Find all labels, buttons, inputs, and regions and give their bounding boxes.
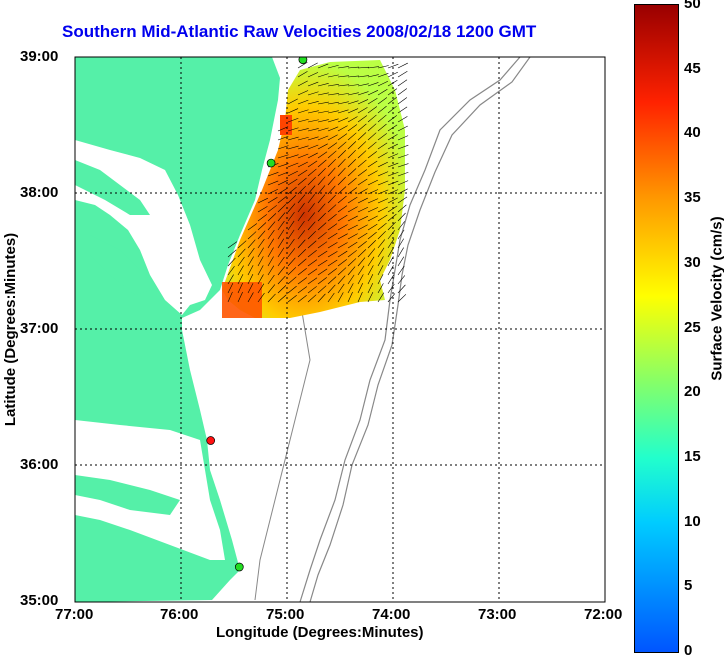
map-title: Southern Mid-Atlantic Raw Velocities 200… xyxy=(62,22,537,41)
x-tick-72: 72:00 xyxy=(584,606,623,623)
colorbar-label: Surface Velocity (cm/s) xyxy=(708,216,724,381)
colorbar-tick: 10 xyxy=(684,512,701,530)
colorbar-tick: 45 xyxy=(684,59,701,77)
y-tick-36: 36:00 xyxy=(20,456,59,473)
colorbar-tick: 15 xyxy=(684,447,701,465)
y-tick-38: 38:00 xyxy=(20,184,59,201)
x-tick-77: 77:00 xyxy=(55,606,94,623)
y-tick-39: 39:00 xyxy=(20,48,59,65)
station-marker xyxy=(234,562,244,572)
colorbar xyxy=(634,4,679,653)
colorbar-tick: 20 xyxy=(684,383,701,401)
x-tick-73: 73:00 xyxy=(478,606,517,623)
y-tick-35: 35:00 xyxy=(20,592,59,609)
velocity-field xyxy=(222,60,405,318)
x-tick-74: 74:00 xyxy=(372,606,411,623)
x-tick-75: 75:00 xyxy=(266,606,305,623)
x-tick-76: 76:00 xyxy=(160,606,199,623)
y-axis-label: Latitude (Degrees:Minutes) xyxy=(2,232,20,427)
y-tick-37: 37:00 xyxy=(20,320,59,337)
colorbar-tick: 30 xyxy=(684,253,701,271)
colorbar-tick: 40 xyxy=(684,124,701,142)
station-marker xyxy=(206,436,216,445)
x-axis-label: Longitude (Degrees:Minutes) xyxy=(216,624,424,641)
colorbar-tick: 35 xyxy=(684,189,701,207)
colorbar-tick: 50 xyxy=(684,0,701,12)
colorbar-tick: 0 xyxy=(684,642,693,659)
station-markers xyxy=(206,57,308,572)
colorbar-tick: 25 xyxy=(684,318,701,336)
colorbar-tick: 5 xyxy=(684,577,693,595)
station-marker xyxy=(266,158,276,168)
velocity-arrows xyxy=(227,61,409,303)
station-marker xyxy=(298,57,308,65)
